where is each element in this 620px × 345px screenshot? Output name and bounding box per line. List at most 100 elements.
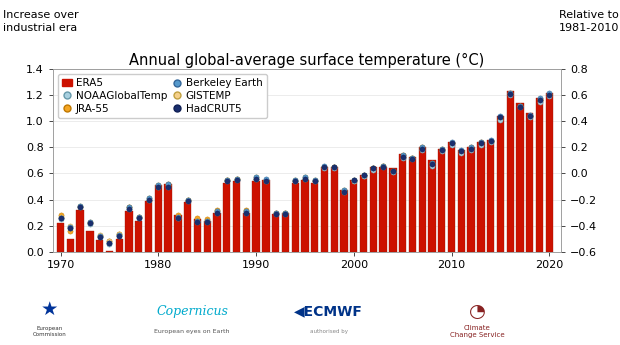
Point — [407, 155, 417, 160]
Point — [466, 146, 476, 151]
Point — [378, 163, 388, 168]
Bar — [272, 214, 279, 252]
Point — [349, 177, 359, 183]
Point — [368, 166, 378, 171]
Point — [466, 147, 476, 153]
Point — [319, 164, 329, 170]
Point — [95, 234, 105, 239]
Point — [173, 215, 183, 221]
Text: Climate
Change Service: Climate Change Service — [450, 325, 505, 338]
Point — [134, 214, 144, 219]
Point — [407, 156, 417, 162]
Point — [388, 168, 398, 174]
Bar — [487, 139, 494, 252]
Bar — [203, 220, 211, 252]
Point — [144, 197, 154, 203]
Point — [231, 176, 241, 181]
Point — [56, 213, 66, 218]
Bar — [66, 239, 74, 252]
Point — [65, 228, 75, 234]
Bar — [389, 168, 397, 252]
Point — [231, 177, 241, 183]
Point — [163, 183, 173, 188]
Point — [144, 196, 154, 201]
Point — [104, 239, 114, 244]
Bar — [281, 213, 289, 252]
Point — [202, 216, 212, 222]
Point — [329, 166, 339, 171]
Point — [95, 232, 105, 238]
Point — [134, 214, 144, 219]
Text: European eyes on Earth: European eyes on Earth — [154, 329, 230, 334]
Point — [163, 184, 173, 189]
Point — [300, 176, 310, 181]
Bar — [311, 183, 319, 252]
Text: ◀ECMWF: ◀ECMWF — [294, 304, 363, 318]
Point — [495, 117, 505, 123]
Point — [525, 115, 535, 120]
Point — [300, 176, 310, 181]
Point — [437, 146, 447, 151]
Point — [378, 163, 388, 168]
Bar — [409, 157, 416, 252]
Text: European
Commission: European Commission — [33, 326, 66, 337]
Bar — [213, 213, 221, 252]
Point — [515, 103, 525, 108]
Point — [505, 90, 515, 95]
Point — [407, 155, 417, 160]
Point — [358, 173, 368, 179]
Point — [290, 179, 300, 184]
Bar — [164, 184, 172, 252]
Point — [329, 164, 339, 170]
Point — [534, 95, 544, 100]
Point — [280, 211, 290, 217]
Point — [485, 138, 495, 144]
Point — [495, 113, 505, 119]
Bar — [350, 180, 358, 252]
Point — [476, 139, 486, 145]
Point — [261, 177, 271, 183]
Bar — [330, 167, 338, 252]
Point — [95, 235, 105, 240]
Point — [358, 172, 368, 178]
Bar — [86, 231, 94, 252]
Point — [261, 179, 271, 184]
Point — [339, 189, 349, 195]
Point — [427, 161, 437, 167]
Point — [456, 148, 466, 154]
Point — [505, 91, 515, 97]
Point — [476, 139, 486, 145]
Point — [212, 207, 222, 213]
Bar — [193, 219, 201, 252]
Point — [65, 226, 75, 231]
Point — [231, 176, 241, 181]
Bar — [526, 114, 533, 252]
Bar — [106, 250, 113, 252]
Point — [476, 141, 486, 146]
Point — [85, 219, 95, 225]
Point — [398, 155, 408, 160]
Point — [329, 164, 339, 170]
Point — [378, 164, 388, 170]
Bar — [448, 142, 455, 252]
Point — [144, 197, 154, 203]
Point — [75, 203, 85, 209]
Point — [525, 113, 535, 119]
Point — [271, 211, 281, 217]
Point — [349, 179, 359, 184]
Point — [349, 177, 359, 183]
Point — [437, 147, 447, 153]
Bar — [536, 98, 543, 252]
Point — [525, 113, 535, 119]
Bar — [360, 175, 367, 252]
Bar — [242, 213, 250, 252]
Text: authorised by: authorised by — [309, 329, 348, 334]
Point — [427, 163, 437, 168]
Point — [339, 189, 349, 195]
Point — [290, 179, 300, 184]
Point — [114, 231, 124, 236]
Point — [144, 197, 154, 203]
Point — [56, 215, 66, 221]
Point — [398, 154, 408, 159]
Point — [368, 166, 378, 171]
